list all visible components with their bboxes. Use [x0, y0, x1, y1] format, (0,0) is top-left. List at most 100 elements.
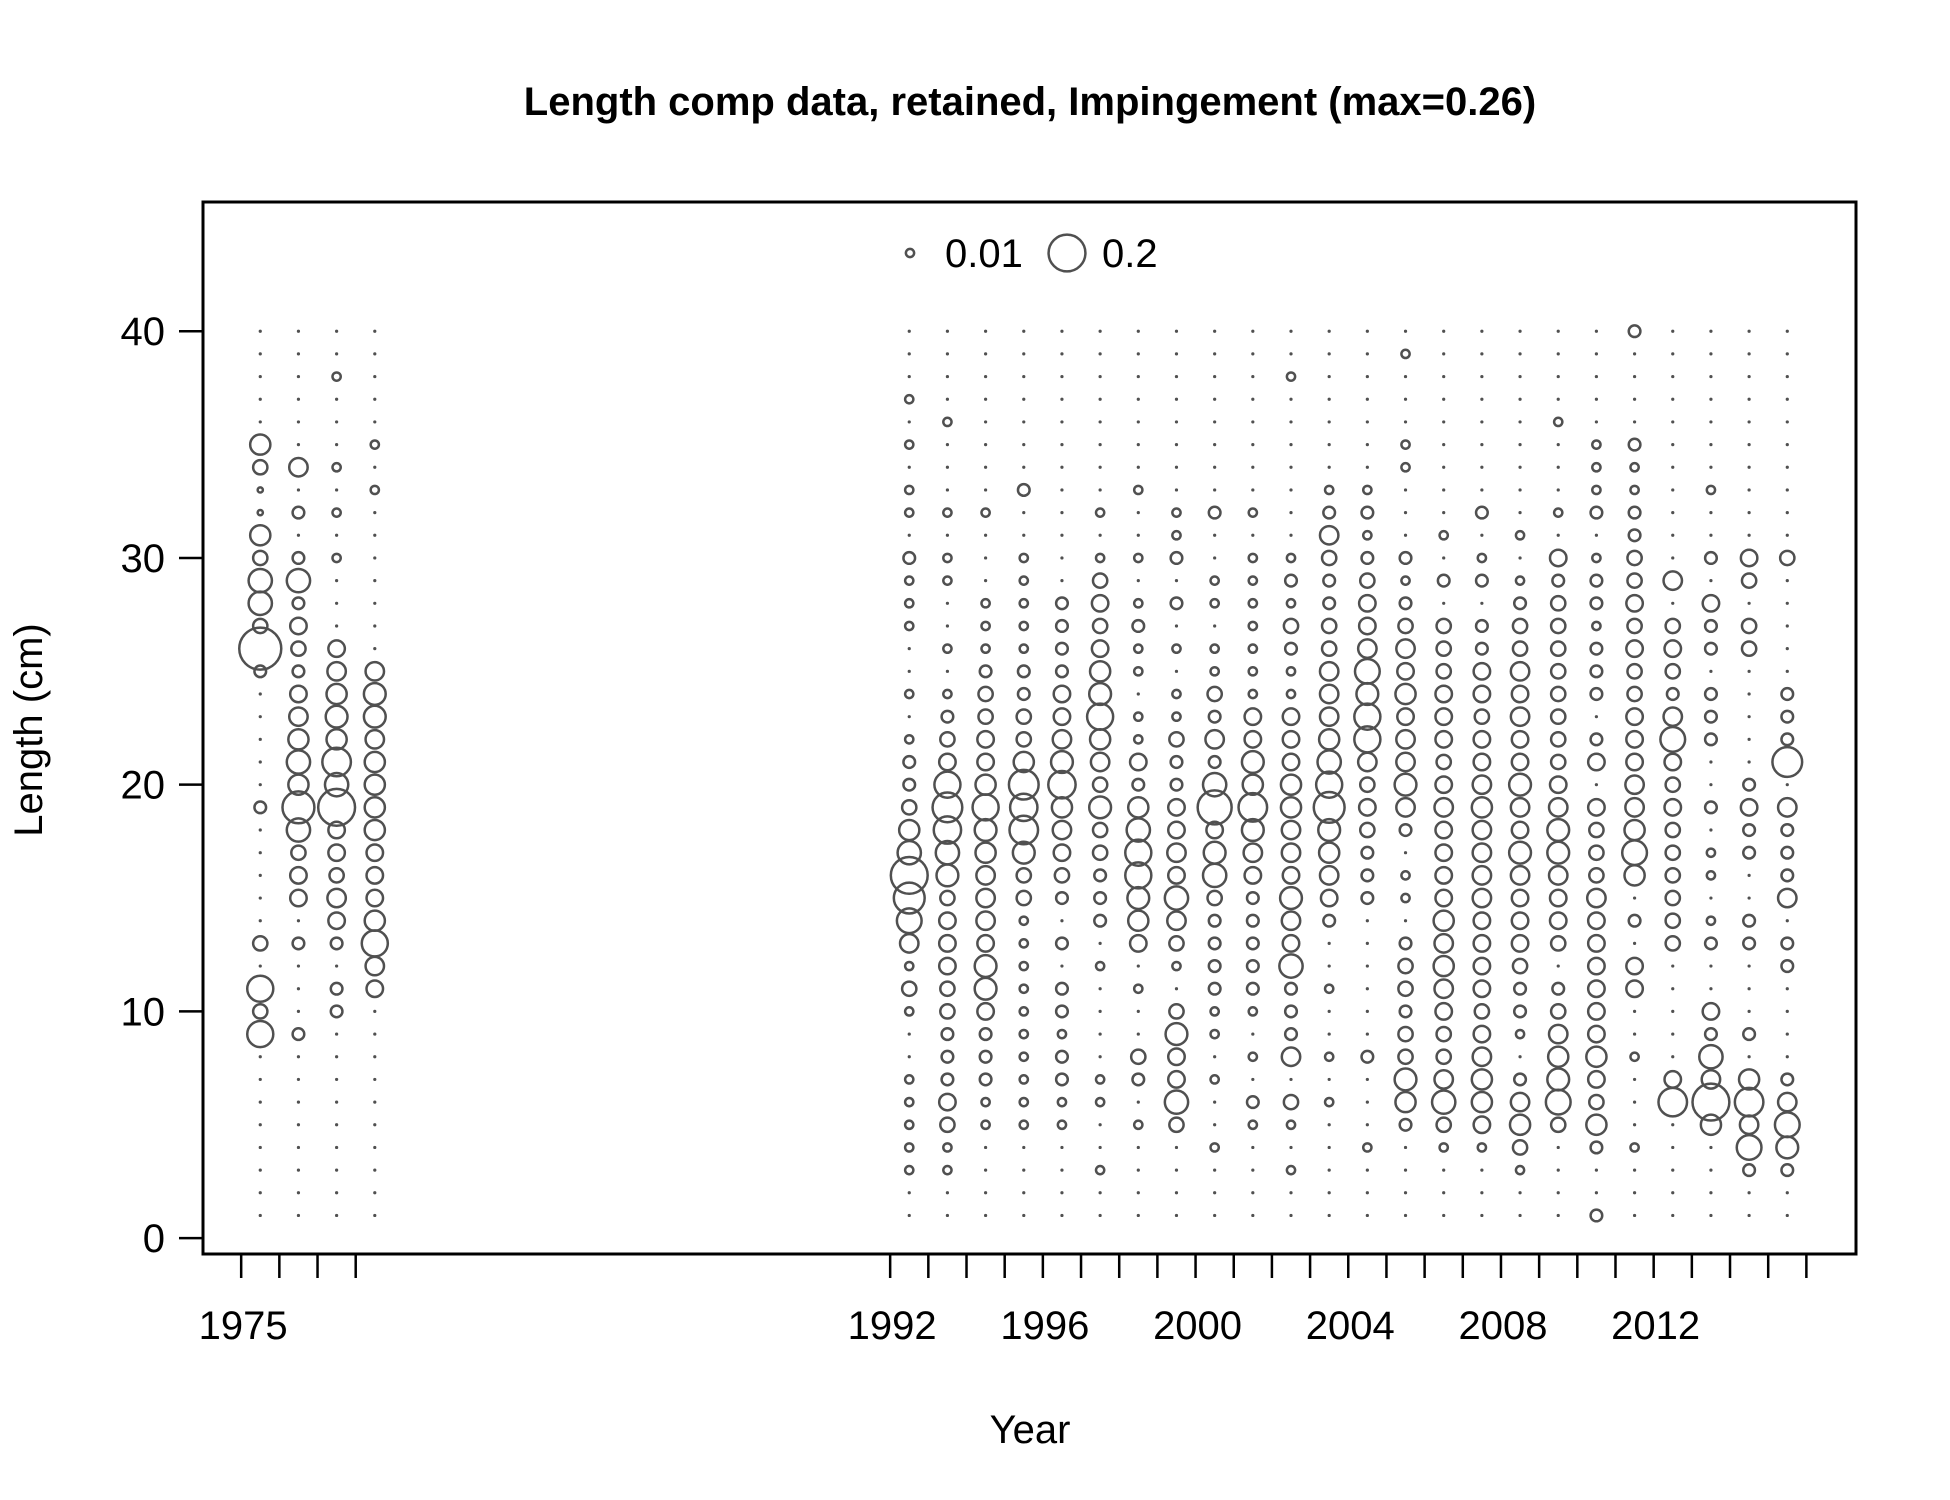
bubble-zero	[1098, 374, 1102, 379]
year-column	[281, 329, 316, 1218]
bubble-zero	[1556, 488, 1560, 492]
bubble	[363, 909, 387, 933]
bubble-zero	[1136, 397, 1140, 401]
bubble	[1397, 1048, 1414, 1066]
bubble-zero	[1022, 397, 1026, 401]
bubble-zero	[258, 397, 262, 401]
plot-frame	[201, 200, 1858, 1256]
x-tick-label: 2008	[1458, 1304, 1547, 1348]
bubble	[1018, 1028, 1030, 1040]
bubble-zero	[945, 624, 950, 628]
bubble	[1054, 618, 1070, 634]
bubble	[1015, 866, 1033, 884]
bubble	[1091, 617, 1109, 635]
bubble-zero	[296, 987, 301, 991]
bubble	[1665, 686, 1680, 702]
bubble	[976, 729, 996, 749]
bubble	[1132, 733, 1144, 745]
bubble	[1691, 1082, 1731, 1122]
bubble-zero	[1518, 420, 1522, 424]
bubble-zero	[907, 352, 911, 356]
bubble	[1620, 839, 1649, 867]
bubble	[1091, 844, 1109, 862]
bubble	[1052, 684, 1072, 704]
bubble	[1551, 981, 1566, 996]
bubble	[902, 550, 917, 566]
bubble-zero	[1289, 352, 1293, 356]
bubble	[1740, 617, 1758, 635]
bubble-zero	[907, 1055, 911, 1059]
bubble	[1585, 887, 1607, 909]
bubble	[973, 976, 998, 1001]
bubble	[1664, 844, 1682, 862]
bubble	[1398, 822, 1413, 838]
bubble-zero	[1747, 873, 1751, 877]
bubble	[1171, 711, 1182, 723]
bubble-zero	[1747, 601, 1751, 605]
bubble	[316, 787, 357, 828]
bubble	[1206, 685, 1224, 703]
bubble-zero	[945, 352, 950, 356]
bubble	[288, 684, 308, 704]
bubble-zero	[1671, 397, 1675, 401]
bubble	[1435, 640, 1453, 658]
bubble-zero	[1632, 1009, 1637, 1014]
bubble-zero	[373, 1191, 377, 1195]
bubble-zero	[258, 851, 262, 855]
bubble	[1285, 552, 1297, 564]
bubble	[1281, 933, 1301, 953]
bubble-zero	[1289, 533, 1293, 537]
bubble	[1771, 745, 1804, 779]
bubble	[1472, 661, 1492, 681]
bubble-zero	[1327, 397, 1331, 401]
bubble	[1094, 552, 1106, 564]
bubble	[1356, 751, 1378, 773]
bubble	[1585, 1113, 1608, 1137]
bubble-zero	[1442, 374, 1446, 379]
bubble	[1011, 840, 1036, 865]
bubble	[1397, 980, 1414, 998]
bubble	[1586, 1024, 1606, 1044]
bubble	[902, 754, 917, 770]
year-column	[1585, 329, 1608, 1223]
bubble	[1209, 575, 1221, 586]
bubble-zero	[1251, 420, 1255, 424]
bubble	[1511, 640, 1529, 658]
bubble-zero	[1747, 488, 1751, 492]
bubble-zero	[1403, 397, 1408, 401]
bubble	[903, 575, 915, 586]
bubble-zero	[1709, 533, 1713, 537]
bubble	[1549, 617, 1567, 635]
bubble	[1312, 790, 1346, 825]
bubble-zero	[1594, 533, 1599, 537]
bubble-zero	[258, 896, 262, 900]
bubble-zero	[335, 1213, 339, 1218]
bubble	[1510, 752, 1530, 772]
bubble	[1435, 1116, 1453, 1134]
bubble	[245, 974, 275, 1004]
bubble-zero	[1747, 737, 1751, 741]
bubble-zero	[1022, 1145, 1026, 1150]
year-column	[1353, 329, 1382, 1218]
bubble	[1780, 845, 1795, 860]
year-column	[1196, 329, 1233, 1218]
bubble-zero	[1518, 556, 1522, 560]
bubble	[1281, 729, 1301, 749]
bubble	[1166, 1069, 1186, 1089]
bubble-zero	[1136, 1100, 1140, 1104]
bubble-zero	[907, 1032, 911, 1036]
bubble-zero	[983, 533, 988, 537]
bubble-zero	[1632, 1213, 1637, 1218]
bubble-zero	[1747, 669, 1751, 673]
bubble-zero	[1098, 533, 1102, 537]
year-column	[931, 329, 964, 1218]
bubble-zero	[1327, 1145, 1331, 1150]
bubble	[1317, 817, 1342, 843]
bubble	[1361, 484, 1373, 496]
bubble	[369, 439, 381, 450]
bubble-zero	[1136, 692, 1140, 696]
bubble	[1131, 1072, 1146, 1087]
bubble-zero	[1709, 352, 1713, 356]
bubble-zero	[1632, 1168, 1637, 1172]
bubble	[1549, 640, 1567, 658]
